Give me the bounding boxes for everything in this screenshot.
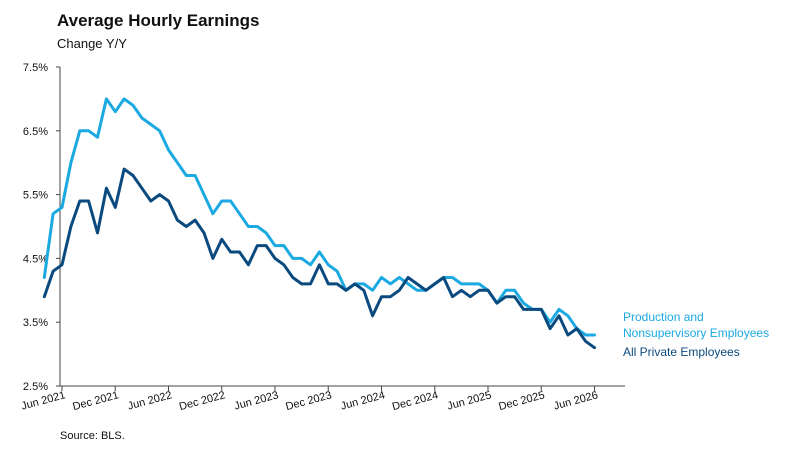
y-tick-label: 7.5% bbox=[23, 62, 48, 74]
legend-label-production: Production and bbox=[623, 310, 704, 324]
chart-title: Average Hourly Earnings bbox=[57, 11, 260, 30]
y-tick-label: 6.5% bbox=[23, 126, 48, 138]
axes: 2.5%3.5%4.5%5.5%6.5%7.5%Jun 2021 Dec 2021… bbox=[20, 62, 625, 413]
x-tick-label: Jun 2024 bbox=[339, 389, 386, 412]
y-tick-label: 3.5% bbox=[23, 317, 48, 329]
x-tick-label: Jun 2025 bbox=[446, 389, 493, 412]
x-tick-label: Dec 2021 bbox=[71, 389, 120, 413]
x-tick-label: Dec 2025 bbox=[497, 389, 546, 413]
x-tick-label: Jun 2022 bbox=[126, 389, 173, 412]
source-note: Source: BLS. bbox=[60, 430, 125, 442]
legend-label-private: All Private Employees bbox=[623, 345, 740, 359]
legend: Production and Nonsupervisory Employees Al… bbox=[623, 310, 769, 359]
x-tick-label: Dec 2022 bbox=[178, 389, 227, 413]
x-tick-label: Dec 2023 bbox=[284, 389, 333, 413]
x-tick-label: Jun 2026 bbox=[552, 389, 599, 412]
series-line-production bbox=[42, 97, 596, 337]
y-tick-label: 2.5% bbox=[23, 381, 48, 393]
chart-subtitle: Change Y/Y bbox=[57, 36, 127, 51]
y-tick-label: 4.5% bbox=[23, 253, 48, 265]
x-tick-label: Dec 2024 bbox=[391, 389, 440, 413]
series-lines bbox=[42, 97, 596, 350]
x-tick-label: Jun 2023 bbox=[233, 389, 280, 412]
series-line-private bbox=[42, 167, 596, 350]
legend-label-production: Nonsupervisory Employees bbox=[623, 326, 769, 340]
y-tick-label: 5.5% bbox=[23, 190, 48, 202]
